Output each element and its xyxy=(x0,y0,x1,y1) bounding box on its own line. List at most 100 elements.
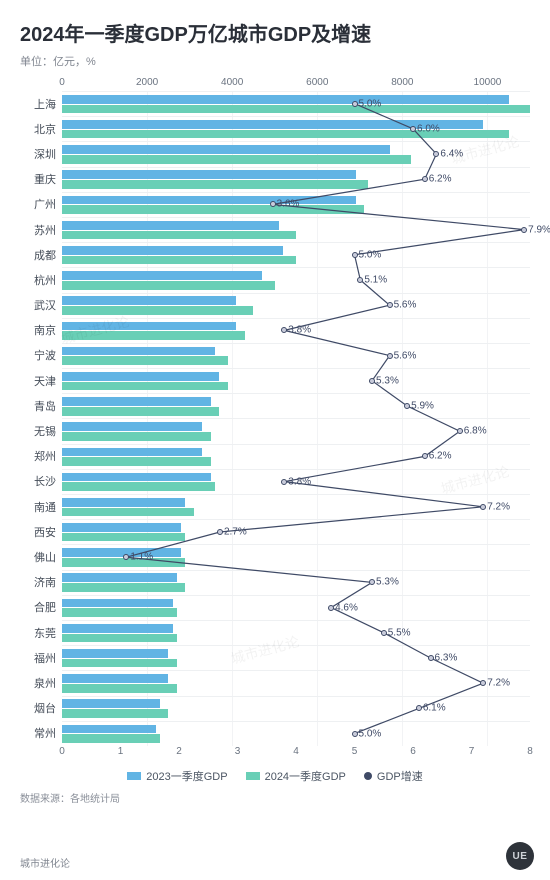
bar-2024 xyxy=(62,558,185,567)
category-label: 成都 xyxy=(20,242,62,267)
category-label: 深圳 xyxy=(20,141,62,166)
bar-2024 xyxy=(62,482,215,491)
chart-rows: 上海北京深圳重庆广州苏州成都杭州武汉南京宁波天津青岛无锡郑州长沙南通西安佛山济南… xyxy=(20,91,530,746)
bar-2024 xyxy=(62,180,368,189)
bar-2023 xyxy=(62,573,177,582)
category-label: 西安 xyxy=(20,519,62,544)
bar-cell xyxy=(62,393,530,418)
bar-2024 xyxy=(62,407,219,416)
table-row: 南通 xyxy=(20,494,530,519)
table-row: 宁波 xyxy=(20,343,530,368)
legend-label: 2023一季度GDP xyxy=(146,768,227,784)
bar-2023 xyxy=(62,725,156,734)
category-label: 天津 xyxy=(20,368,62,393)
bar-cell xyxy=(62,696,530,721)
bar-2024 xyxy=(62,130,509,139)
data-source: 数据来源：各地统计局 xyxy=(20,790,530,805)
bar-2023 xyxy=(62,473,211,482)
bar-cell xyxy=(62,595,530,620)
category-label: 苏州 xyxy=(20,217,62,242)
table-row: 北京 xyxy=(20,116,530,141)
brand-badge-icon: UE xyxy=(506,842,534,870)
bar-2023 xyxy=(62,95,509,104)
category-label: 烟台 xyxy=(20,696,62,721)
axis-tick: 8 xyxy=(527,746,533,757)
bar-2024 xyxy=(62,231,296,240)
category-label: 广州 xyxy=(20,192,62,217)
table-row: 上海 xyxy=(20,91,530,116)
bar-2023 xyxy=(62,347,215,356)
category-label: 济南 xyxy=(20,570,62,595)
bar-2023 xyxy=(62,649,168,658)
bar-cell xyxy=(62,620,530,645)
bar-2023 xyxy=(62,271,262,280)
bar-cell xyxy=(62,494,530,519)
bar-2023 xyxy=(62,145,390,154)
table-row: 重庆 xyxy=(20,167,530,192)
axis-tick: 8000 xyxy=(391,77,413,88)
axis-tick: 3 xyxy=(235,746,241,757)
bar-2023 xyxy=(62,674,168,683)
bar-cell xyxy=(62,242,530,267)
table-row: 无锡 xyxy=(20,418,530,443)
category-label: 北京 xyxy=(20,116,62,141)
bar-cell xyxy=(62,91,530,116)
bar-2023 xyxy=(62,699,160,708)
legend-item-2024: 2024一季度GDP xyxy=(246,768,346,784)
bar-2024 xyxy=(62,634,177,643)
bar-2023 xyxy=(62,397,211,406)
bar-2024 xyxy=(62,684,177,693)
axis-tick: 0 xyxy=(59,77,65,88)
bar-2024 xyxy=(62,382,228,391)
table-row: 成都 xyxy=(20,242,530,267)
category-label: 东莞 xyxy=(20,620,62,645)
table-row: 合肥 xyxy=(20,595,530,620)
category-label: 常州 xyxy=(20,721,62,746)
bar-2023 xyxy=(62,448,202,457)
table-row: 东莞 xyxy=(20,620,530,645)
bar-2024 xyxy=(62,583,185,592)
chart-area: 0200040006000800010000 上海北京深圳重庆广州苏州成都杭州武… xyxy=(20,77,530,760)
bar-cell xyxy=(62,293,530,318)
bar-2024 xyxy=(62,457,211,466)
bar-2023 xyxy=(62,296,236,305)
axis-tick: 1 xyxy=(118,746,124,757)
axis-tick: 4 xyxy=(293,746,299,757)
bar-cell xyxy=(62,570,530,595)
category-label: 无锡 xyxy=(20,418,62,443)
bar-2023 xyxy=(62,170,356,179)
axis-tick: 2 xyxy=(176,746,182,757)
legend-label: GDP增速 xyxy=(377,768,423,784)
bar-2023 xyxy=(62,372,219,381)
legend-label: 2024一季度GDP xyxy=(265,768,346,784)
bar-2023 xyxy=(62,548,181,557)
bar-cell xyxy=(62,267,530,292)
chart-subtitle: 单位：亿元，% xyxy=(20,53,530,69)
table-row: 南京 xyxy=(20,318,530,343)
legend: 2023一季度GDP 2024一季度GDP GDP增速 xyxy=(20,768,530,784)
bottom-axis: 012345678 xyxy=(20,746,530,760)
table-row: 郑州 xyxy=(20,444,530,469)
bar-cell xyxy=(62,116,530,141)
bar-2023 xyxy=(62,196,356,205)
bar-cell xyxy=(62,141,530,166)
table-row: 福州 xyxy=(20,645,530,670)
table-row: 天津 xyxy=(20,368,530,393)
category-label: 泉州 xyxy=(20,670,62,695)
bar-2023 xyxy=(62,624,173,633)
bar-2023 xyxy=(62,246,283,255)
bar-cell xyxy=(62,544,530,569)
bar-2023 xyxy=(62,599,173,608)
top-axis: 0200040006000800010000 xyxy=(20,77,530,91)
axis-tick: 6 xyxy=(410,746,416,757)
axis-tick: 4000 xyxy=(221,77,243,88)
category-label: 长沙 xyxy=(20,469,62,494)
bar-2023 xyxy=(62,523,181,532)
axis-tick: 2000 xyxy=(136,77,158,88)
bar-2024 xyxy=(62,432,211,441)
bar-2024 xyxy=(62,205,364,214)
table-row: 长沙 xyxy=(20,469,530,494)
table-row: 杭州 xyxy=(20,267,530,292)
bar-2024 xyxy=(62,306,253,315)
category-label: 合肥 xyxy=(20,595,62,620)
